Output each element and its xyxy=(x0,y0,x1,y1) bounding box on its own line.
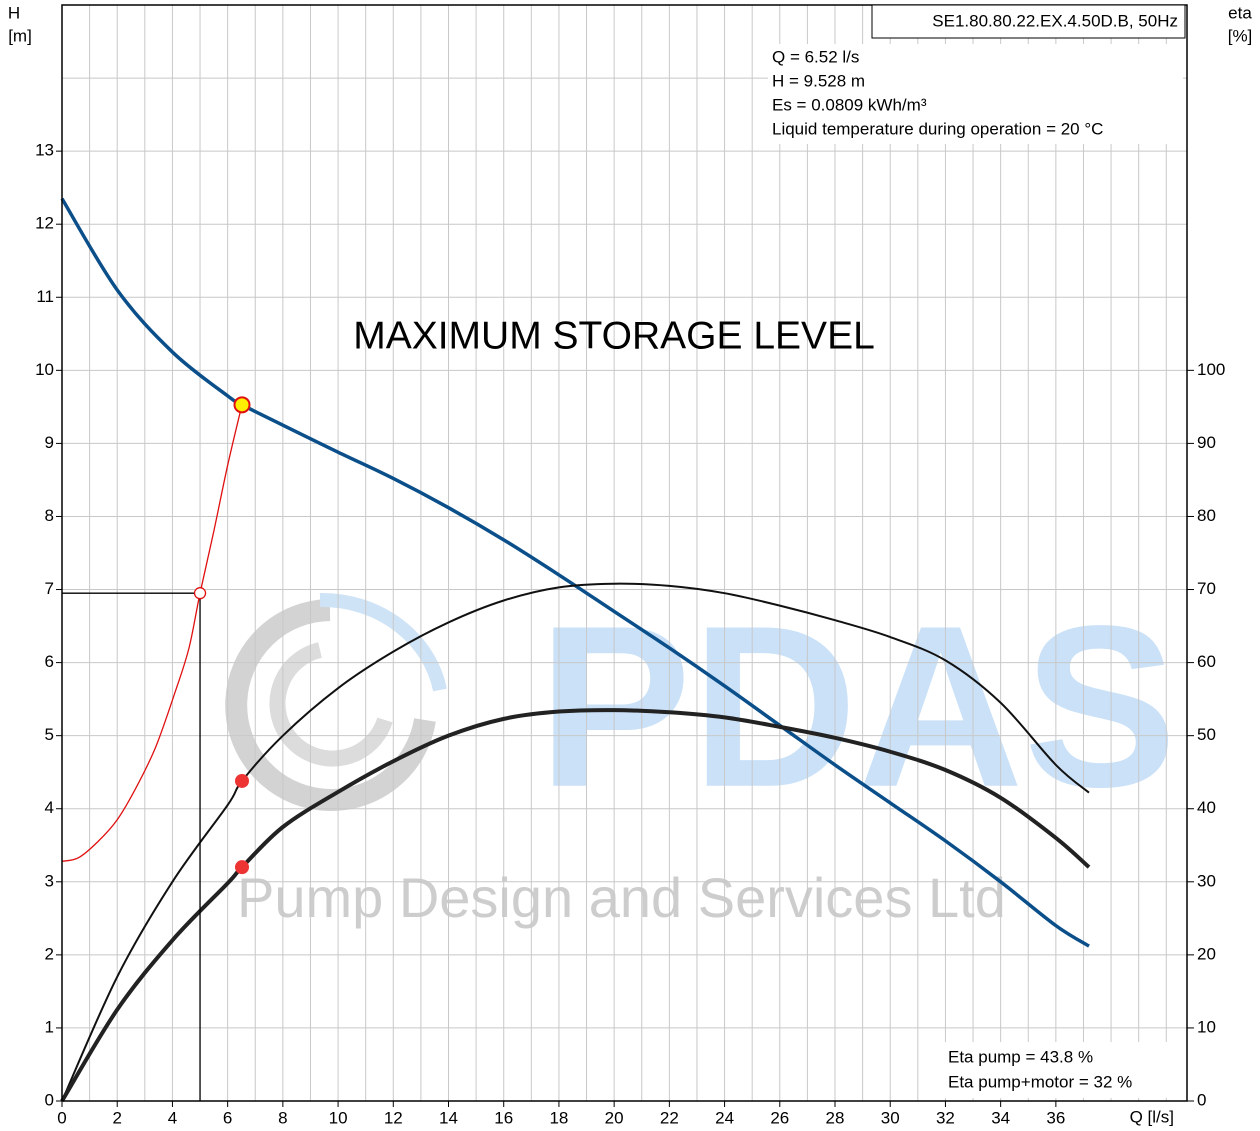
y2-tick-label: 60 xyxy=(1197,652,1216,671)
x-tick-label: 12 xyxy=(384,1108,403,1127)
curve xyxy=(61,404,243,862)
y-tick-label: 0 xyxy=(45,1090,54,1109)
y2-tick-label: 40 xyxy=(1197,798,1216,817)
y2-axis-label: eta xyxy=(1228,3,1252,22)
y-tick-label: 13 xyxy=(35,141,54,160)
y2-tick-label: 10 xyxy=(1197,1017,1216,1036)
y-axis-label: [m] xyxy=(8,26,32,45)
grid xyxy=(61,5,1187,1102)
reference-point xyxy=(193,587,207,600)
y-tick-label: 2 xyxy=(45,944,54,963)
info-line: H = 9.528 m xyxy=(772,71,865,90)
y-tick-label: 4 xyxy=(45,798,54,817)
y-tick-label: 9 xyxy=(45,433,54,452)
x-tick-label: 16 xyxy=(494,1108,513,1127)
y-tick-label: 1 xyxy=(45,1017,54,1036)
reference-lines xyxy=(62,592,201,1101)
y-tick-label: 7 xyxy=(45,579,54,598)
x-tick-label: 26 xyxy=(770,1108,789,1127)
x-tick-label: 34 xyxy=(991,1108,1010,1127)
curve xyxy=(61,582,1090,1102)
x-tick-label: 36 xyxy=(1046,1108,1065,1127)
operating-point xyxy=(233,396,251,414)
x-tick-label: 24 xyxy=(715,1108,734,1127)
x-tick-label: 0 xyxy=(57,1108,66,1127)
efficiency-text: Eta pump = 43.8 % xyxy=(948,1047,1093,1066)
eta-total-point xyxy=(235,860,249,875)
title-box xyxy=(871,4,1186,39)
x-tick-label: 22 xyxy=(660,1108,679,1127)
x-label-box xyxy=(1108,1104,1184,1130)
watermark-logo-text: PDAS xyxy=(538,578,1177,835)
curves xyxy=(60,197,1091,1103)
x-tick-label: 32 xyxy=(936,1108,955,1127)
y2-tick-label: 80 xyxy=(1197,506,1216,525)
y2-tick-label: 50 xyxy=(1197,725,1216,744)
x-tick-label: 6 xyxy=(223,1108,232,1127)
x-tick-label: 4 xyxy=(168,1108,177,1127)
y-tick-label: 6 xyxy=(45,652,54,671)
y-tick-label: 12 xyxy=(35,214,54,233)
efficiency-text: Eta pump+motor = 32 % xyxy=(948,1072,1132,1091)
x-tick-label: 20 xyxy=(605,1108,624,1127)
x-tick-label: 14 xyxy=(439,1108,458,1127)
info-box xyxy=(768,44,1183,144)
y2-tick-label: 100 xyxy=(1197,360,1225,379)
y-tick-label: 8 xyxy=(45,506,54,525)
info-line: Es = 0.0809 kWh/m³ xyxy=(772,95,927,114)
y-tick-label: 10 xyxy=(35,360,54,379)
watermark-company: Pump Design and Services Ltd xyxy=(237,866,1006,929)
annotation: MAXIMUM STORAGE LEVEL xyxy=(353,314,875,357)
y2-tick-label: 70 xyxy=(1197,579,1216,598)
x-axis-label: Q [l/s] xyxy=(1130,1107,1174,1126)
y2-tick-label: 0 xyxy=(1197,1090,1206,1109)
y-tick-label: 11 xyxy=(36,287,54,306)
efficiency-box xyxy=(944,1042,1184,1098)
x-tick-label: 8 xyxy=(278,1108,287,1127)
curve xyxy=(60,708,1091,1103)
eta-pump-point xyxy=(235,773,249,788)
y-axis-label: H xyxy=(8,3,20,22)
info-line: Liquid temperature during operation = 20… xyxy=(772,119,1103,138)
y-tick-label: 3 xyxy=(45,871,54,890)
y2-tick-label: 90 xyxy=(1197,433,1216,452)
x-tick-label: 30 xyxy=(881,1108,900,1127)
y2-tick-label: 20 xyxy=(1197,944,1216,963)
x-tick-label: 2 xyxy=(112,1108,121,1127)
y2-axis-label: [%] xyxy=(1228,26,1253,45)
info-line: Q = 6.52 l/s xyxy=(772,47,859,66)
plot-frame xyxy=(61,4,1188,1102)
curve xyxy=(60,197,1090,948)
x-tick-label: 10 xyxy=(329,1108,348,1127)
y2-tick-label: 30 xyxy=(1197,871,1216,890)
chart-title: SE1.80.80.22.EX.4.50D.B, 50Hz xyxy=(932,11,1178,30)
x-tick-label: 18 xyxy=(549,1108,568,1127)
x-tick-label: 28 xyxy=(826,1108,845,1127)
y-tick-label: 5 xyxy=(45,725,54,744)
